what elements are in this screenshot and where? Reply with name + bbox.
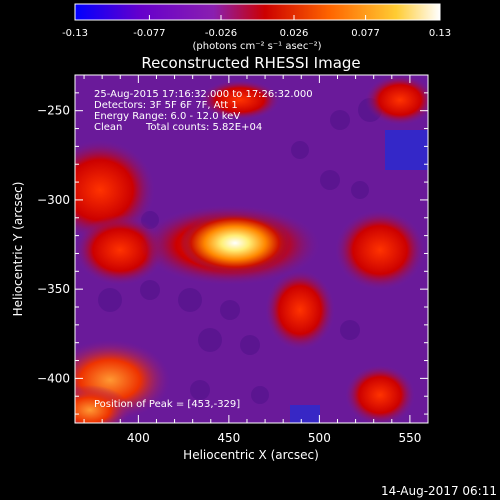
plot-frame xyxy=(74,74,429,424)
chart-title: Reconstructed RHESSI Image xyxy=(141,54,360,72)
peak-source xyxy=(180,213,290,273)
x-tick-label: 400 xyxy=(127,431,150,445)
y-tick-label: −350 xyxy=(37,282,70,296)
colorbar-tick-label: 0.026 xyxy=(280,28,309,39)
y-axis: −250 −300 −350 −400 xyxy=(37,74,428,415)
heatmap-image xyxy=(75,75,428,423)
annotation-method: Clean xyxy=(94,122,122,133)
annotation-counts: Total counts: 5.82E+04 xyxy=(145,122,262,133)
colorbar-tick-label: 0.13 xyxy=(429,28,451,39)
x-axis-label: Heliocentric X (arcsec) xyxy=(183,448,319,462)
x-tick-label: 450 xyxy=(217,431,240,445)
peak-position-label: Position of Peak = [453,-329] xyxy=(94,399,240,410)
x-tick-label: 500 xyxy=(308,431,331,445)
x-tick-label: 550 xyxy=(398,431,421,445)
colorbar-tick-label: 0.077 xyxy=(351,28,380,39)
y-tick-label: −400 xyxy=(37,371,70,385)
colorbar-units: (photons cm⁻² s⁻¹ asec⁻²) xyxy=(192,41,321,52)
y-tick-label: −300 xyxy=(37,193,70,207)
colorbar-tick-label: -0.13 xyxy=(62,28,88,39)
annotation-detectors: Detectors: 3F 5F 6F 7F, Att 1 xyxy=(94,100,238,111)
annotation-time: 25-Aug-2015 17:16:32.000 to 17:26:32.000 xyxy=(94,89,313,100)
x-axis: 400 450 500 550 xyxy=(83,75,429,445)
y-tick-label: −250 xyxy=(37,104,70,118)
annotation-energy: Energy Range: 6.0 - 12.0 keV xyxy=(94,111,240,122)
y-axis-label: Heliocentric Y (arcsec) xyxy=(11,182,25,317)
colorbar xyxy=(74,3,441,21)
colorbar-tick-label: -0.026 xyxy=(205,28,237,39)
colorbar-ticks: -0.13 -0.077 -0.026 0.026 0.077 0.13 xyxy=(62,15,451,39)
footer-date: 14-Aug-2017 06:11 xyxy=(381,484,497,498)
annotation-block: 25-Aug-2015 17:16:32.000 to 17:26:32.000… xyxy=(94,89,313,133)
colorbar-tick-label: -0.077 xyxy=(133,28,165,39)
